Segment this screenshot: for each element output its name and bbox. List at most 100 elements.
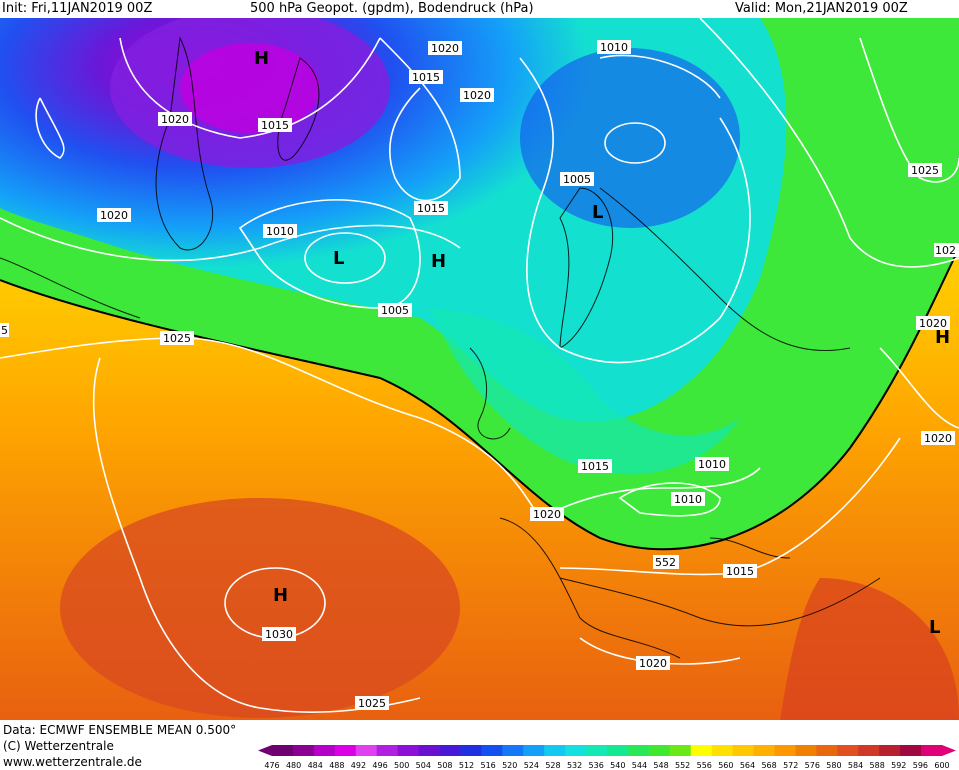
geopotential-label: 552 (653, 555, 679, 569)
scale-label: 504 (416, 761, 431, 770)
scale-swatch (732, 745, 755, 756)
scale-arrow-left (258, 745, 272, 756)
scale-swatch (858, 745, 880, 756)
scale-swatch (313, 745, 336, 756)
svg-text:1020: 1020 (431, 42, 459, 55)
svg-text:1020: 1020 (924, 432, 952, 445)
scale-label: 500 (394, 761, 409, 770)
isobar-label: 1025 (355, 696, 389, 710)
pressure-center-high: H (431, 251, 446, 272)
scale-label: 516 (480, 761, 495, 770)
isobar-label: 1015 (414, 201, 448, 215)
scale-label: 528 (545, 761, 560, 770)
svg-text:1030: 1030 (265, 628, 293, 641)
scale-label: 592 (891, 761, 906, 770)
scale-label: 512 (459, 761, 474, 770)
svg-text:1020: 1020 (100, 209, 128, 222)
header: Init: Fri,11JAN2019 00Z 500 hPa Geopot. … (0, 0, 959, 18)
isobar-label: 1020 (921, 431, 955, 445)
scale-swatch (774, 745, 796, 756)
pressure-center-high: H (254, 48, 269, 69)
color-scale: 476 480 484 488 492 496 500 504 508 512 516 520 524 5… (258, 745, 956, 770)
valid-time: Valid: Mon,21JAN2019 00Z (735, 1, 908, 16)
isobar-label: 5 (0, 323, 9, 337)
svg-text:1010: 1010 (600, 41, 628, 54)
scale-swatch (523, 745, 545, 756)
isobar-label: 1005 (378, 303, 412, 317)
data-source: Data: ECMWF ENSEMBLE MEAN 0.500° (3, 723, 237, 737)
scale-swatch (481, 745, 503, 756)
svg-text:1025: 1025 (358, 697, 386, 710)
scale-swatch (355, 745, 378, 756)
isobar-label: 1010 (671, 492, 705, 506)
scale-label: 600 (934, 761, 949, 770)
isobar-label: 1020 (916, 316, 950, 330)
isobar-label: 1010 (695, 457, 729, 471)
scale-label: 540 (610, 761, 625, 770)
scale-swatch (272, 745, 294, 756)
svg-text:1010: 1010 (266, 225, 294, 238)
scale-swatch (502, 745, 524, 756)
isobar-label: 1020 (530, 507, 564, 521)
svg-text:1005: 1005 (381, 304, 409, 317)
copyright: (C) Wetterzentrale (3, 739, 114, 753)
field-southeast-red (780, 578, 959, 720)
scale-label: 544 (632, 761, 647, 770)
weather-map: 1020 1015 1020 1010 1020 1015 1015 1005 … (0, 18, 959, 720)
svg-text:1010: 1010 (674, 493, 702, 506)
svg-text:1020: 1020 (919, 317, 947, 330)
isobar-label: 1030 (262, 627, 296, 641)
website-url: www.wetterzentrale.de (3, 755, 142, 769)
isobar-label: 1020 (460, 88, 494, 102)
svg-text:1020: 1020 (639, 657, 667, 670)
isobar-label: 102 (934, 243, 959, 257)
scale-swatch (292, 745, 315, 756)
svg-text:1005: 1005 (563, 173, 591, 186)
pressure-center-high: H (935, 327, 950, 348)
scale-label: 496 (372, 761, 387, 770)
scale-label: 488 (329, 761, 344, 770)
svg-text:102: 102 (935, 244, 956, 257)
scale-label: 524 (524, 761, 539, 770)
isobar-label: 1025 (908, 163, 942, 177)
scale-label: 520 (502, 761, 517, 770)
svg-text:5: 5 (1, 324, 8, 337)
scale-swatch (711, 745, 734, 756)
isobar-label: 1020 (428, 41, 462, 55)
scale-label: 596 (913, 761, 928, 770)
isobar-label: 1020 (636, 656, 670, 670)
scale-swatch (586, 745, 608, 756)
svg-text:1010: 1010 (698, 458, 726, 471)
svg-text:1015: 1015 (581, 460, 609, 473)
isobar-label: 1015 (258, 118, 292, 132)
scale-label: 492 (351, 761, 366, 770)
scale-swatch (669, 745, 692, 756)
isobar-label: 1025 (160, 331, 194, 345)
init-time: Init: Fri,11JAN2019 00Z (2, 1, 153, 16)
scale-swatch (565, 745, 587, 756)
scale-swatch (418, 745, 440, 756)
scale-label: 552 (675, 761, 690, 770)
scale-label: 532 (567, 761, 582, 770)
scale-label: 480 (286, 761, 301, 770)
pressure-center-low: L (333, 248, 344, 269)
scale-arrow-right (942, 745, 956, 756)
scale-label: 508 (437, 761, 452, 770)
scale-swatch (837, 745, 859, 756)
scale-swatch (879, 745, 901, 756)
pressure-center-low: L (592, 202, 603, 223)
scale-swatch (607, 745, 629, 756)
scale-swatch (544, 745, 566, 756)
isobar-label: 1015 (578, 459, 612, 473)
scale-swatch (900, 745, 922, 756)
pressure-center-low: L (929, 617, 940, 638)
scale-label: 548 (653, 761, 668, 770)
scale-swatch (334, 745, 357, 756)
scale-swatch (439, 745, 461, 756)
field-high-core (60, 498, 460, 718)
scale-label: 560 (718, 761, 733, 770)
isobar-label: 1005 (560, 172, 594, 186)
svg-text:552: 552 (655, 556, 676, 569)
svg-text:1015: 1015 (417, 202, 445, 215)
scale-label: 580 (826, 761, 841, 770)
